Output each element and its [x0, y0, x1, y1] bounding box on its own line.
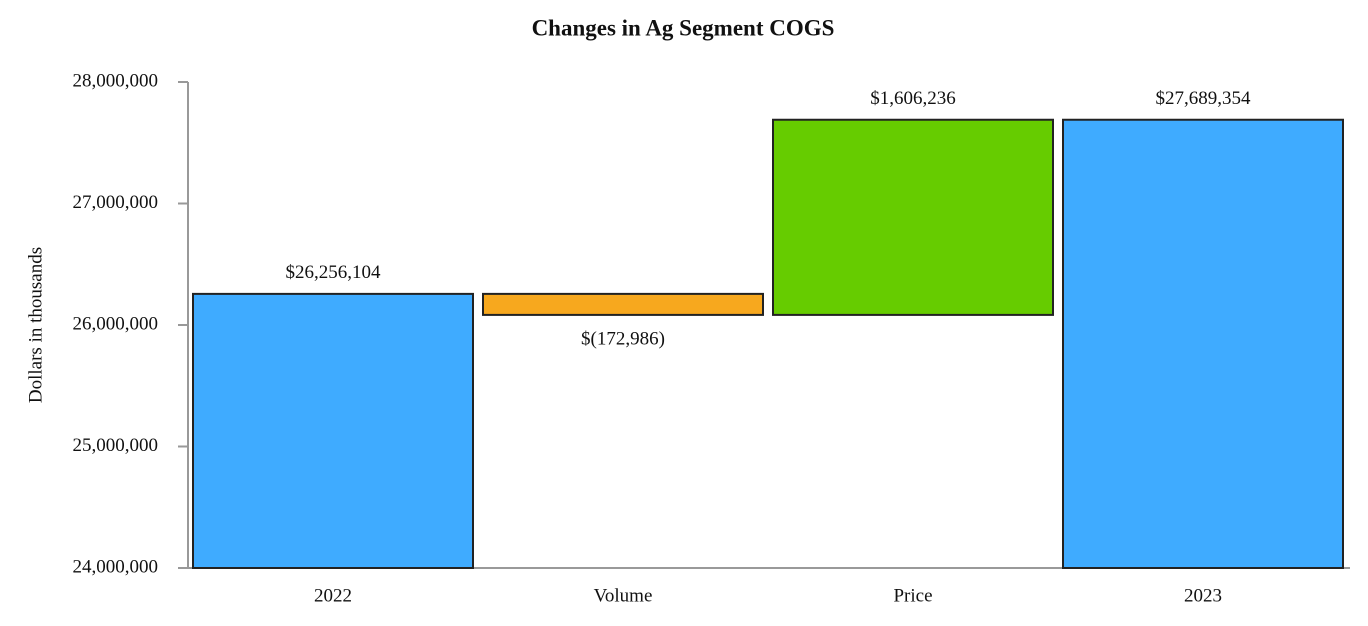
y-tick-label: 27,000,000 — [73, 192, 159, 213]
value-label: $26,256,104 — [286, 262, 382, 283]
y-tick-label: 24,000,000 — [73, 556, 159, 577]
y-tick-label: 26,000,000 — [73, 313, 159, 334]
y-tick-label: 25,000,000 — [73, 435, 159, 456]
y-tick-label: 28,000,000 — [73, 70, 159, 91]
bar — [482, 292, 764, 316]
bar — [1062, 118, 1344, 569]
chart-title: Changes in Ag Segment COGS — [532, 15, 835, 40]
bar — [772, 118, 1054, 316]
x-tick-label: 2023 — [1184, 585, 1222, 606]
x-tick-label: 2022 — [314, 585, 352, 606]
x-tick-label: Price — [893, 585, 932, 606]
bar — [192, 292, 474, 569]
value-label: $27,689,354 — [1156, 88, 1252, 109]
value-label: $1,606,236 — [870, 88, 956, 109]
y-axis-label: Dollars in thousands — [25, 247, 46, 403]
x-tick-label: Volume — [594, 585, 653, 606]
value-label: $(172,986) — [581, 328, 665, 349]
